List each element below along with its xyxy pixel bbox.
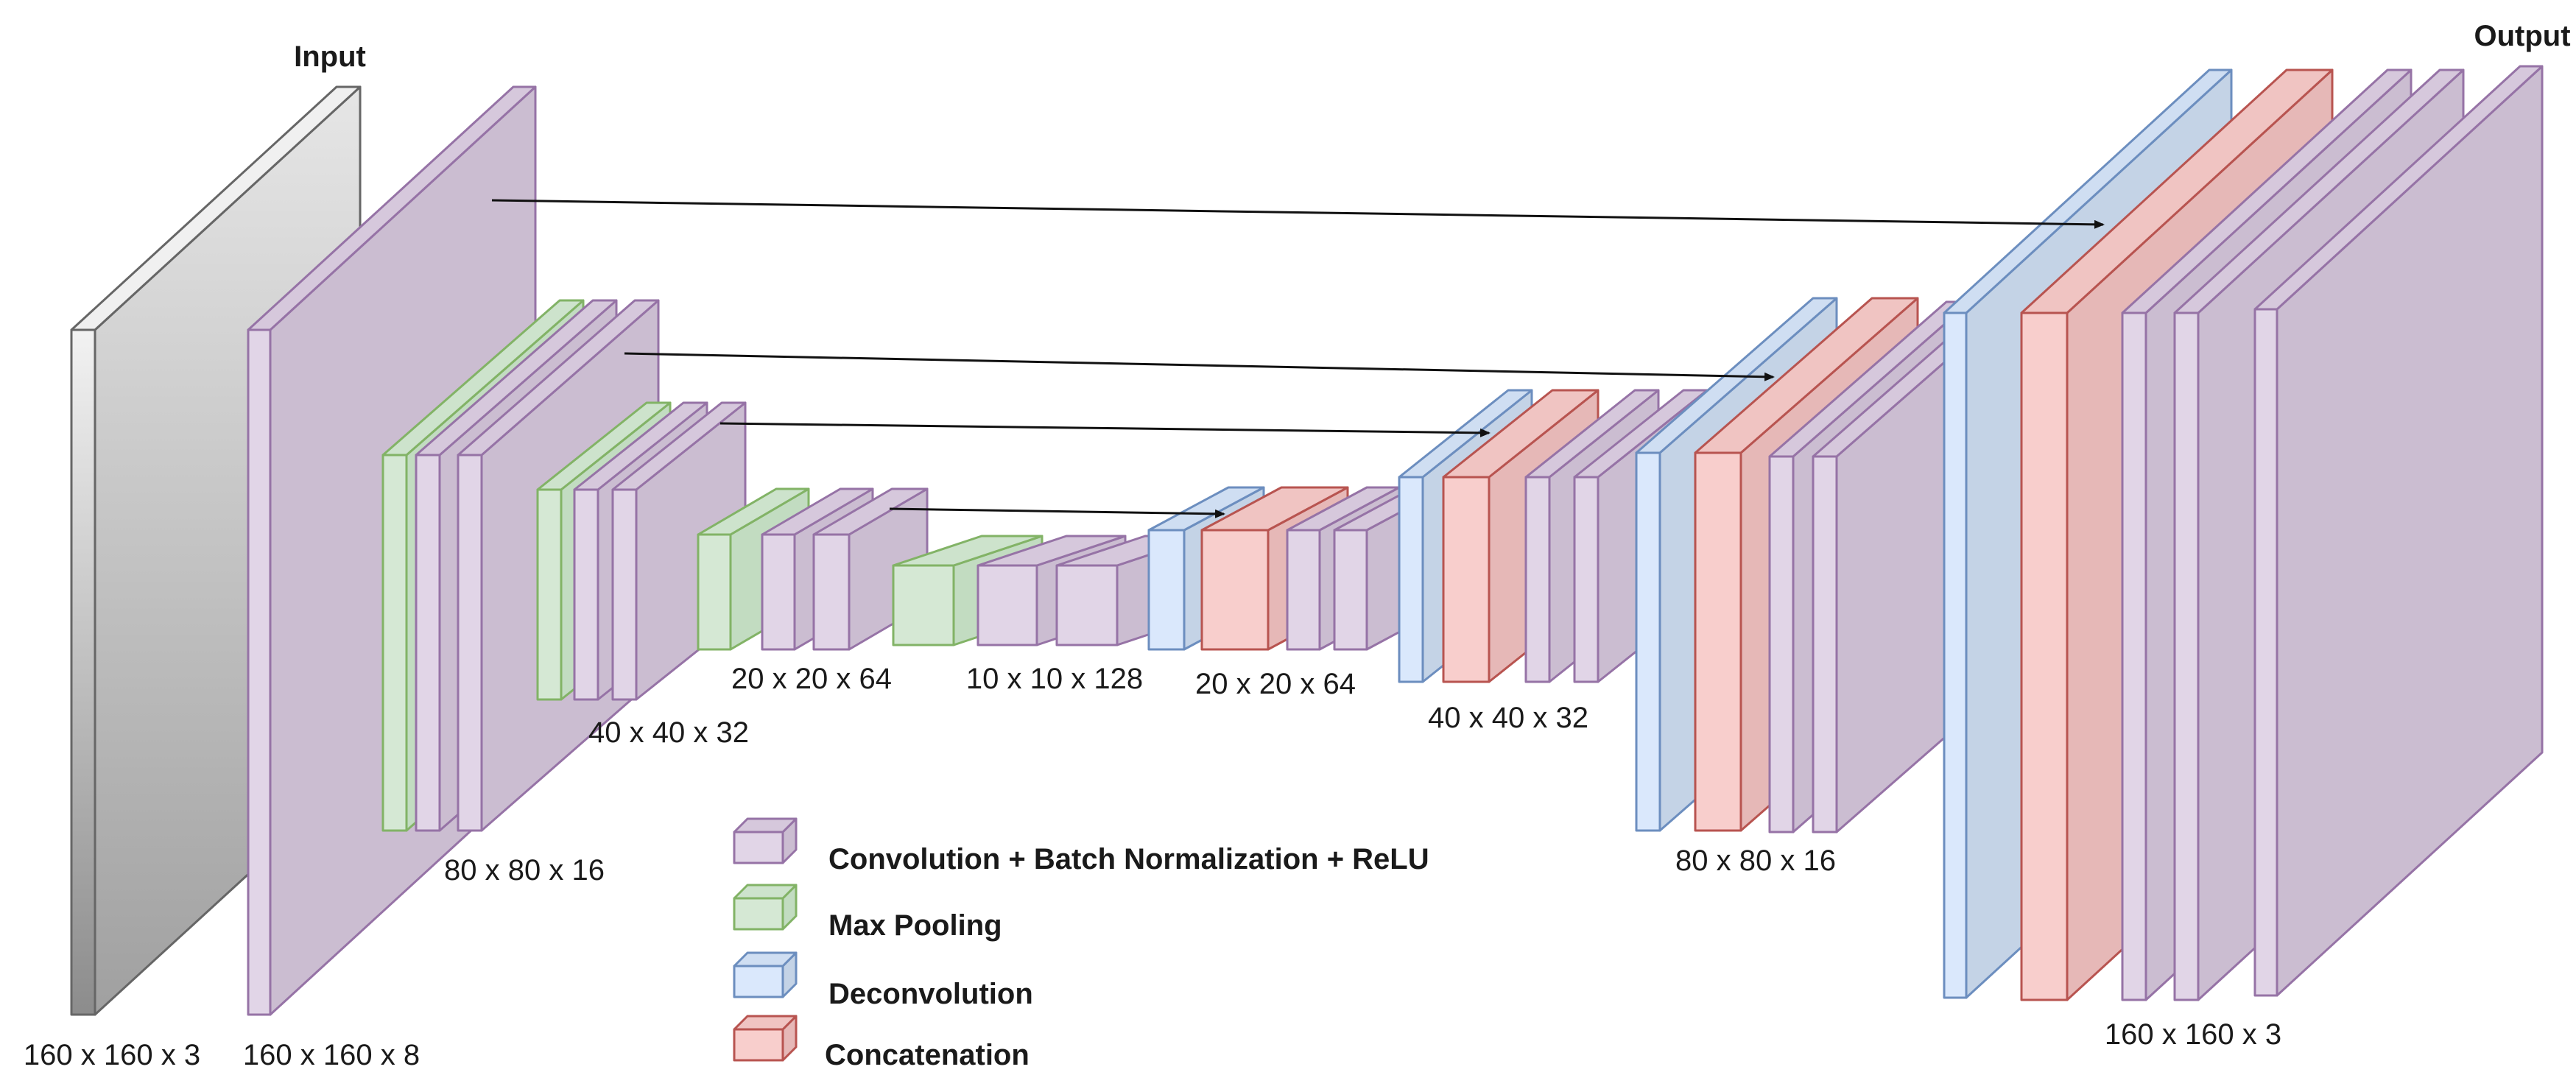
- legend-label-pool: Max Pooling: [828, 909, 1002, 942]
- block-conv-30: [2253, 65, 2544, 997]
- block-conv-17-front: [1333, 529, 1368, 651]
- dim-label-enc-40x32: 40 x 40 x 32: [588, 716, 749, 749]
- block-deconv-14-front: [1147, 529, 1186, 651]
- block-deconv-22-front: [1635, 451, 1661, 832]
- dim-label-output: 160 x 160 x 3: [2105, 1018, 2281, 1051]
- block-conv-28-front: [2121, 311, 2147, 1001]
- dim-label-dec-20x64: 20 x 20 x 64: [1195, 668, 1356, 700]
- block-concat-23-front: [1694, 451, 1742, 832]
- block-concat-19-front: [1442, 476, 1491, 683]
- block-input-front: [70, 328, 96, 1016]
- layer-blocks: [70, 65, 2544, 1016]
- output-label: Output: [2474, 20, 2570, 52]
- legend-item-pool: Max Pooling: [733, 884, 1002, 942]
- legend-label-conv: Convolution + Batch Normalization + ReLU: [828, 843, 1429, 875]
- input-label: Input: [294, 40, 366, 73]
- block-concat-15-front: [1200, 529, 1270, 651]
- legend-item-conv: Convolution + Batch Normalization + ReLU: [733, 817, 1429, 875]
- block-pool-11-front: [892, 564, 955, 646]
- dim-label-input: 160 x 160 x 3: [24, 1039, 200, 1071]
- block-pool-5-front: [536, 488, 563, 701]
- block-conv-6-front: [573, 488, 599, 701]
- block-concat-27-front: [2020, 311, 2069, 1001]
- legend-cube-concat-front: [733, 1028, 784, 1062]
- legend-cube-concat: [733, 1015, 798, 1062]
- block-conv-10-front: [812, 533, 851, 651]
- block-conv-24-front: [1768, 455, 1795, 834]
- legend-cube-deconv: [733, 951, 798, 998]
- legend-cube-conv-front: [733, 831, 784, 864]
- dim-label-enc-160x8: 160 x 160 x 8: [243, 1039, 420, 1071]
- block-conv-3-front: [415, 454, 441, 832]
- block-conv-29-front: [2173, 311, 2200, 1001]
- block-conv-30-front: [2253, 308, 2278, 997]
- block-conv-20-front: [1524, 476, 1551, 683]
- legend-label-concat: Concatenation: [825, 1039, 1030, 1071]
- dim-label-dec-80x16: 80 x 80 x 16: [1675, 845, 1836, 877]
- block-conv-16-front: [1286, 529, 1321, 651]
- block-deconv-18-front: [1398, 476, 1424, 683]
- skip-connections: [491, 199, 2105, 518]
- block-pool-2-front: [381, 454, 408, 832]
- dim-label-bottleneck: 10 x 10 x 128: [966, 663, 1143, 695]
- legend-item-deconv: Deconvolution: [733, 951, 1033, 1010]
- legend-swatch-concat: [733, 1015, 798, 1062]
- legend-cube-pool: [733, 884, 798, 931]
- block-enc1-conv-front: [247, 328, 272, 1016]
- dim-label-enc-80x16: 80 x 80 x 16: [444, 854, 605, 887]
- legend-cube-conv: [733, 817, 798, 864]
- legend-item-concat: Concatenation: [733, 1015, 1030, 1071]
- block-conv-7-front: [611, 488, 638, 701]
- block-conv-21-front: [1573, 476, 1600, 683]
- dim-label-dec-40x32: 40 x 40 x 32: [1428, 702, 1588, 734]
- skip-arrow-40: [719, 422, 1491, 437]
- block-pool-8-front: [697, 533, 732, 651]
- legend-swatch-conv: [733, 817, 798, 864]
- legend-cube-pool-front: [733, 897, 784, 931]
- skip-arrow-160: [491, 199, 2105, 229]
- legend: Convolution + Batch Normalization + ReLU…: [733, 817, 1429, 1071]
- block-conv-12-front: [976, 564, 1038, 646]
- block-conv-9-front: [761, 533, 796, 651]
- dim-label-enc-20x64: 20 x 20 x 64: [731, 663, 892, 695]
- block-deconv-26-front: [1943, 311, 1968, 999]
- skip-arrow-20: [889, 507, 1225, 518]
- legend-label-deconv: Deconvolution: [828, 978, 1033, 1010]
- block-conv-25-front: [1812, 455, 1838, 834]
- legend-swatch-deconv: [733, 951, 798, 998]
- legend-swatch-pool: [733, 884, 798, 931]
- skip-arrow-80: [624, 352, 1775, 381]
- block-conv-13-front: [1055, 564, 1119, 646]
- legend-cube-deconv-front: [733, 965, 784, 998]
- block-conv-4-front: [457, 454, 483, 832]
